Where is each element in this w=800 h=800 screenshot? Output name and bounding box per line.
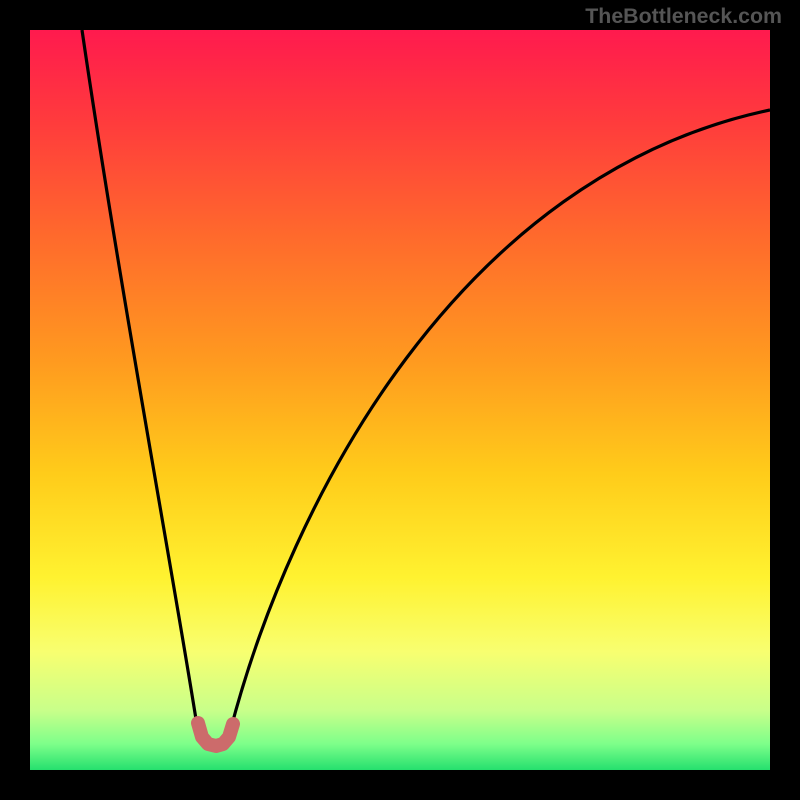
chart-container: TheBottleneck.com <box>0 0 800 800</box>
watermark-label: TheBottleneck.com <box>585 4 782 29</box>
bottleneck-curve-chart <box>0 0 800 800</box>
